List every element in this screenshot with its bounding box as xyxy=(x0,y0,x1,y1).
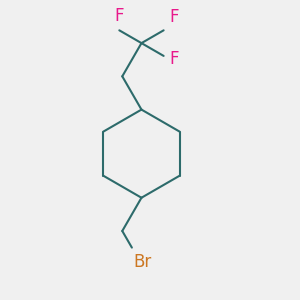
Text: Br: Br xyxy=(133,253,152,271)
Text: F: F xyxy=(115,7,124,25)
Text: F: F xyxy=(169,8,179,26)
Text: F: F xyxy=(169,50,179,68)
